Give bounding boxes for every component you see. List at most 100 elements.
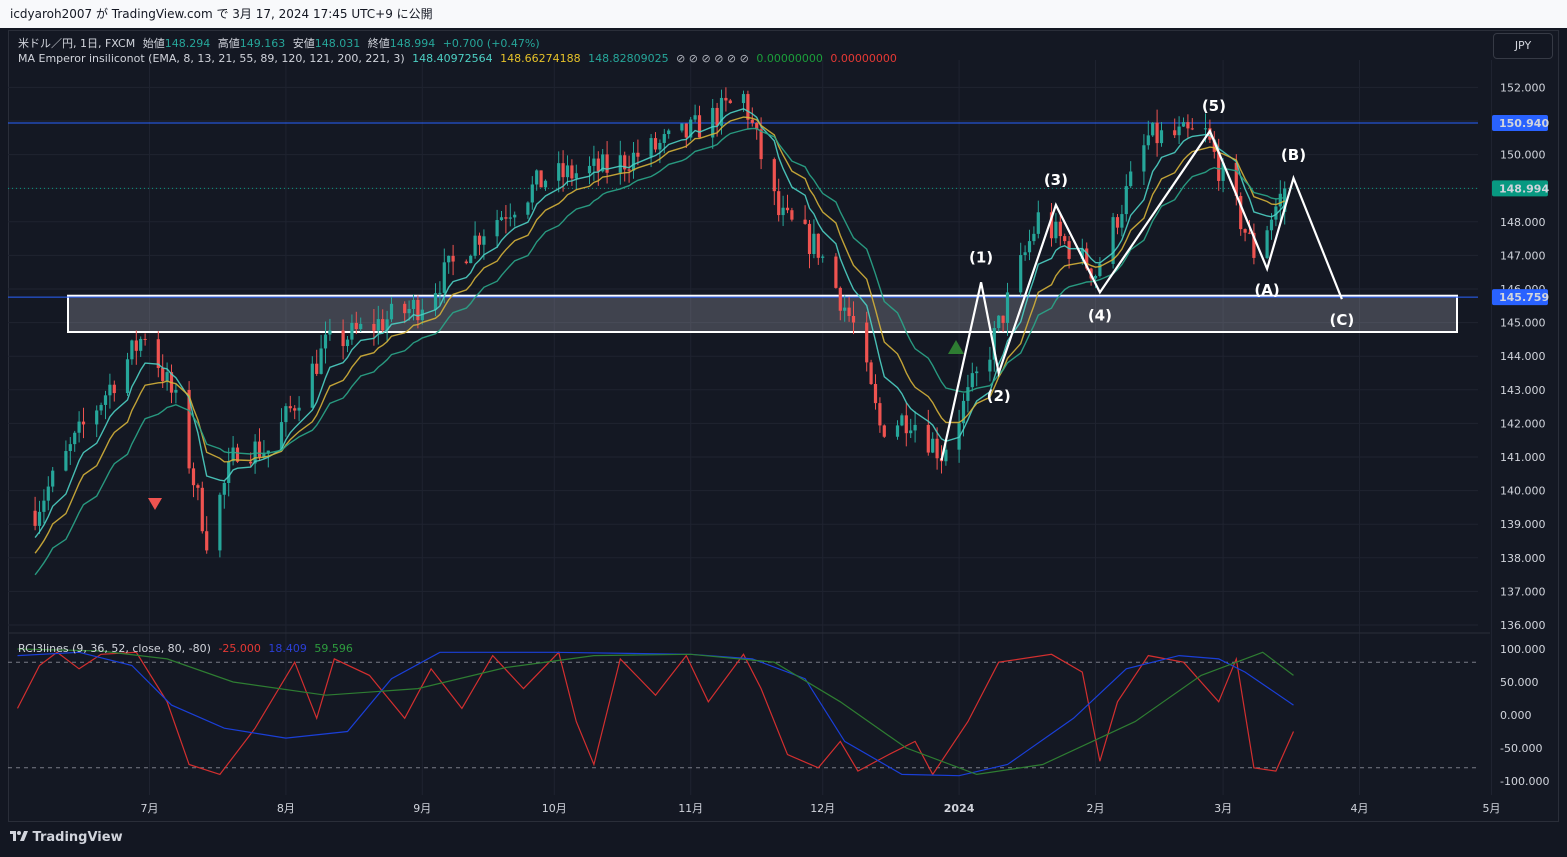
candle-body [1239, 196, 1243, 230]
candle-body [288, 406, 292, 409]
candle-body [631, 152, 636, 171]
price-label-text: 148.994 [1499, 182, 1549, 195]
tradingview-logo[interactable]: TradingView [10, 829, 123, 845]
price-tick-label: 139.000 [1500, 518, 1546, 531]
candle-body [139, 338, 143, 351]
candle-body [191, 468, 196, 486]
candle-body [1269, 219, 1274, 231]
support-zone [67, 294, 1458, 334]
candle-body [385, 319, 389, 331]
chart-panel[interactable] [8, 30, 1559, 822]
candle-body [1203, 128, 1208, 130]
candle-body [42, 500, 46, 512]
candle-body [926, 424, 930, 453]
candle-body [935, 438, 939, 459]
price-tick-label: 140.000 [1500, 485, 1546, 498]
symbol-name[interactable]: 米ドル／円, 1日, FXCM [18, 37, 136, 50]
candle-body [231, 447, 235, 462]
candle-body [539, 170, 543, 188]
candle-body [513, 214, 517, 218]
candle-body [680, 123, 684, 131]
wave-label: (5) [1202, 97, 1226, 115]
candle-body [381, 319, 385, 331]
candle-body [684, 123, 688, 138]
candle-body [693, 115, 697, 120]
ma-value-3: 148.82809025 [588, 52, 669, 65]
candle-body [310, 363, 314, 408]
candle-body [403, 303, 407, 314]
candle-body [205, 531, 209, 551]
ema-lines [34, 108, 1286, 576]
candle-body [526, 202, 530, 215]
rci-tick-label: 0.000 [1500, 709, 1532, 722]
candle-body [174, 389, 178, 393]
candle-body [873, 384, 878, 404]
candle-body [627, 169, 631, 171]
candle-body [785, 207, 790, 211]
candle-body [499, 217, 504, 221]
candle-body [130, 340, 134, 360]
price-label-text: 145.759 [1499, 291, 1549, 304]
wave-label: (2) [987, 387, 1011, 405]
candle-body [755, 122, 759, 130]
candle-body [821, 256, 825, 258]
candle-body [134, 340, 138, 351]
candle-body [711, 107, 715, 138]
candle-body [1063, 236, 1067, 242]
candle-body [719, 97, 724, 126]
candle-body [1283, 188, 1287, 212]
candle-body [750, 119, 754, 123]
rci-tick-label: -50.000 [1500, 742, 1542, 755]
candle-body [1124, 186, 1128, 215]
close-label: 終値 [367, 37, 390, 50]
candle-body [777, 191, 781, 216]
candle-body [1212, 139, 1216, 152]
candle-body [1129, 171, 1133, 187]
candle-body [249, 461, 253, 464]
candle-body [1217, 151, 1221, 181]
tradingview-icon [10, 831, 28, 841]
candle-body [1274, 206, 1278, 220]
ma-legend[interactable]: MA Emperor insiliconot (EMA, 8, 13, 21, … [18, 52, 901, 65]
candle-body [33, 510, 37, 526]
candle-body [961, 400, 966, 424]
candle-body [495, 220, 499, 237]
time-tick-label: 11月 [678, 802, 703, 815]
candle-body [909, 430, 913, 434]
candle-body [1173, 130, 1177, 136]
candle-body [781, 207, 785, 216]
candle-body [1032, 233, 1036, 242]
candle-body [904, 415, 908, 434]
candle-body [557, 163, 561, 181]
candle-body [1278, 193, 1282, 207]
price-tick-label: 144.000 [1500, 350, 1546, 363]
candle-body [543, 180, 548, 188]
candle-body [143, 338, 147, 340]
candle-body [218, 494, 222, 551]
candle-body [37, 511, 42, 526]
candle-body [1252, 232, 1256, 258]
wave-label: (1) [969, 248, 993, 266]
candle-body [570, 165, 574, 179]
currency-button[interactable]: JPY [1493, 33, 1553, 59]
candle-body [354, 322, 358, 330]
ema-line [34, 127, 1285, 576]
rci-legend[interactable]: RCI3lines (9, 36, 52, close, 80, -80) -2… [18, 642, 357, 655]
candle-body [95, 410, 99, 425]
rci-series-line [17, 648, 1294, 776]
candle-body [1155, 122, 1159, 144]
candle-body [728, 100, 732, 104]
candle-body [165, 372, 169, 382]
candle-body [851, 315, 856, 323]
candle-body [724, 97, 728, 101]
wave-label: (B) [1281, 146, 1306, 164]
rci-value-1: -25.000 [218, 642, 261, 655]
candle-body [257, 441, 262, 458]
wave-label: (A) [1254, 281, 1279, 299]
change-value: +0.700 (+0.47%) [442, 37, 540, 50]
support-zone-box [67, 294, 1458, 334]
candle-body [1159, 130, 1164, 144]
rci-series-line [17, 651, 1294, 777]
candle-body [1243, 229, 1247, 233]
